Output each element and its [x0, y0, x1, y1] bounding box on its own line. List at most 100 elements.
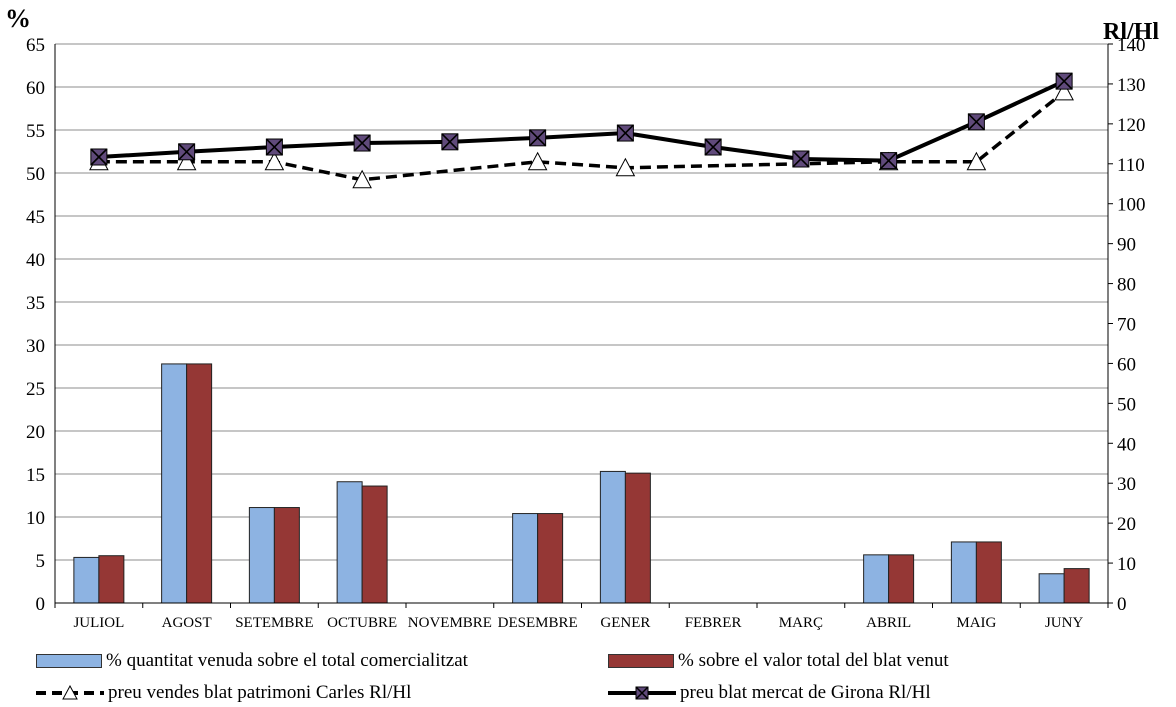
x-tick-label: ABRIL [866, 615, 911, 630]
x-tick-label: MARÇ [779, 615, 823, 630]
point-marker-cross [880, 152, 898, 170]
bar [975, 541, 1002, 604]
bar [73, 556, 100, 604]
bar [537, 513, 564, 604]
bar [161, 363, 188, 604]
bar [98, 555, 125, 604]
x-tick-label: AGOST [162, 615, 212, 630]
y-left-tick-label: 65 [26, 35, 45, 56]
y-left-tick-label: 40 [26, 250, 45, 271]
y-right-tick-label: 60 [1117, 354, 1136, 375]
x-tick-label: JULIOL [73, 615, 124, 630]
bar [361, 485, 388, 604]
x-tick-label: FEBRER [685, 615, 742, 630]
axes [54, 43, 1113, 608]
y-left-tick-label: 35 [26, 293, 45, 314]
legend-item-preu-carles: preu vendes blat patrimoni Carles Rl/Hl [36, 682, 411, 704]
legend-item-preu-girona: preu blat mercat de Girona Rl/Hl [608, 682, 931, 704]
tick-labels: 0 5 10 15 20 25 30 35 40 45 50 55 60 65 0 10 20 30 40 50 60 7… [26, 35, 1146, 630]
x-tick-label: OCTUBRE [327, 615, 397, 630]
point-marker-cross [265, 138, 283, 156]
point-marker-cross [1055, 72, 1073, 90]
gridlines [55, 43, 1108, 561]
bar [1038, 573, 1065, 604]
y-right-unit-label: Rl/Hl [1103, 19, 1159, 45]
series-lines [89, 72, 1074, 189]
legend-item-quantitat: % quantitat venuda sobre el total comerc… [36, 650, 468, 672]
y-left-tick-label: 10 [26, 508, 45, 529]
series-line [98, 79, 1065, 163]
y-left-tick-label: 0 [36, 594, 46, 615]
legend-swatch-valor [608, 654, 674, 668]
bar [186, 363, 213, 604]
x-tick-label: NOVEMBRE [408, 615, 492, 630]
y-left-tick-label: 25 [26, 379, 45, 400]
bar [336, 481, 363, 604]
point-marker-cross [792, 150, 810, 168]
bar [1063, 568, 1090, 604]
bar [512, 513, 539, 604]
y-left-tick-label: 20 [26, 422, 45, 443]
legend-swatch-preu-girona [608, 686, 676, 700]
point-marker-cross [441, 133, 459, 151]
bar [863, 554, 890, 604]
bar [888, 554, 915, 604]
bar [599, 470, 626, 604]
point-marker [966, 151, 987, 171]
point-marker-cross [90, 148, 108, 166]
point-marker [176, 151, 197, 171]
y-right-tick-label: 30 [1117, 474, 1136, 495]
legend-label-preu-carles: preu vendes blat patrimoni Carles Rl/Hl [108, 682, 412, 703]
y-left-tick-label: 60 [26, 78, 45, 99]
point-marker-cross [967, 113, 985, 131]
y-left-tick-label: 5 [36, 551, 46, 572]
y-left-tick-label: 30 [26, 336, 45, 357]
bar [624, 472, 651, 604]
point-marker-cross [704, 138, 722, 156]
y-right-tick-label: 130 [1117, 75, 1146, 96]
x-tick-label: JUNY [1045, 615, 1084, 630]
point-marker-cross [353, 134, 371, 152]
legend-label-quantitat: % quantitat venuda sobre el total comerc… [106, 650, 468, 671]
point-marker [264, 151, 285, 171]
point-marker [352, 169, 372, 189]
legend-label-valor: % sobre el valor total del blat venut [678, 650, 949, 671]
point-marker-cross [616, 124, 634, 142]
y-right-tick-label: 50 [1117, 394, 1136, 415]
y-right-tick-label: 120 [1117, 115, 1146, 136]
y-left-tick-label: 50 [26, 164, 45, 185]
legend-label-preu-girona: preu blat mercat de Girona Rl/Hl [680, 682, 931, 703]
point-marker-cross [178, 143, 196, 161]
bar [273, 507, 300, 604]
y-left-tick-label: 55 [26, 121, 45, 142]
chart: % Rl/Hl 0 5 10 15 20 25 30 35 40 45 50 55 60 65 0 10 20 3… [5, 4, 1159, 630]
y-right-tick-label: 110 [1117, 155, 1145, 176]
x-tick-label: SETEMBRE [235, 615, 313, 630]
y-right-tick-label: 10 [1117, 554, 1136, 575]
point-marker-cross [529, 129, 547, 147]
legend-item-valor: % sobre el valor total del blat venut [608, 650, 949, 672]
legend-swatch-quantitat [36, 654, 102, 668]
x-tick-label: MAIG [956, 615, 996, 630]
y-right-tick-label: 90 [1117, 235, 1136, 256]
x-tick-label: GENER [600, 615, 650, 630]
y-right-tick-label: 70 [1117, 315, 1136, 336]
bars [73, 363, 1090, 604]
y-right-tick-label: 0 [1117, 594, 1127, 615]
y-right-tick-label: 140 [1117, 35, 1146, 56]
bar [950, 541, 977, 604]
point-marker [1054, 81, 1074, 101]
x-tick-label: DESEMBRE [498, 615, 578, 630]
y-left-unit-label: % [5, 4, 31, 33]
y-right-tick-label: 80 [1117, 275, 1136, 296]
y-right-tick-label: 100 [1117, 195, 1146, 216]
point-marker [615, 157, 636, 177]
y-left-tick-label: 15 [26, 465, 45, 486]
y-right-tick-label: 40 [1117, 434, 1136, 455]
y-left-tick-label: 45 [26, 207, 45, 228]
legend-swatch-preu-carles [36, 685, 104, 700]
y-right-tick-label: 20 [1117, 514, 1136, 535]
series-line [98, 90, 1066, 182]
bar [248, 507, 275, 604]
point-marker [527, 151, 548, 171]
